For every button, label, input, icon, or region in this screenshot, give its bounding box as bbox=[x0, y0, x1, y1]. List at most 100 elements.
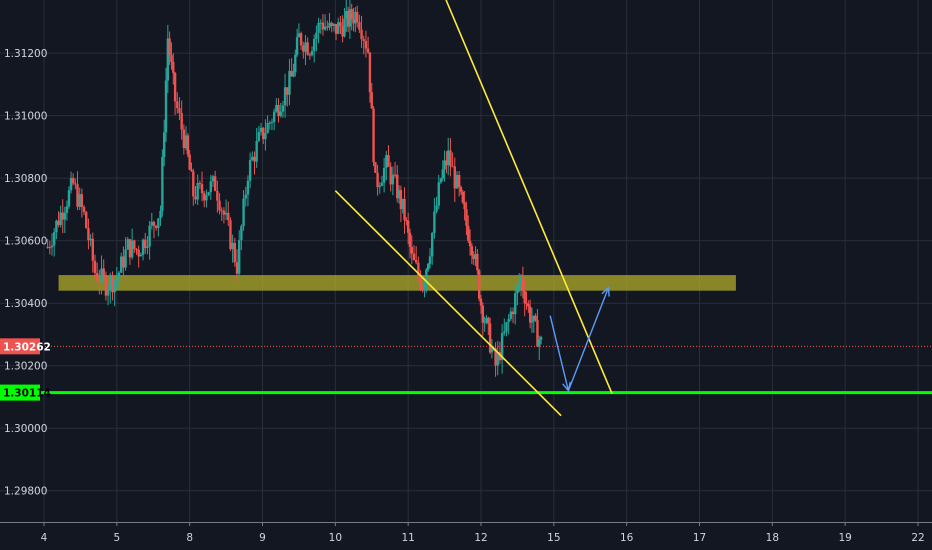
candle-body bbox=[233, 242, 237, 263]
candle-body bbox=[257, 132, 261, 141]
candle-body bbox=[453, 166, 456, 189]
candle-body bbox=[494, 348, 497, 366]
candle-body bbox=[224, 212, 228, 215]
candle-body bbox=[376, 172, 379, 188]
candle-body bbox=[343, 18, 346, 37]
candle-body bbox=[186, 135, 190, 155]
x-tick-label: 5 bbox=[113, 532, 120, 544]
y-axis[interactable]: 1.31200 1.31000 1.30800 1.30600 1.30400 1.302… bbox=[0, 48, 51, 498]
candle-body bbox=[382, 167, 386, 183]
candle-body bbox=[443, 160, 446, 170]
candle-body bbox=[157, 218, 160, 228]
candle-body bbox=[294, 54, 297, 73]
candle-body bbox=[148, 225, 151, 247]
candle-body bbox=[57, 220, 60, 226]
candle-body bbox=[449, 150, 452, 167]
horizontal-lines-layer bbox=[0, 345, 932, 395]
candle-body bbox=[519, 276, 523, 285]
candle-body bbox=[67, 190, 71, 207]
chart-grid bbox=[0, 0, 932, 522]
candle-body bbox=[399, 189, 403, 210]
candle-body bbox=[465, 209, 468, 226]
candle-body bbox=[302, 45, 305, 52]
candle-body bbox=[166, 38, 170, 81]
x-tick-label: 22 bbox=[911, 532, 924, 544]
candle-body bbox=[194, 196, 197, 200]
candle-body bbox=[490, 348, 494, 353]
candle-body bbox=[231, 242, 234, 250]
candle-body bbox=[65, 206, 69, 213]
x-axis[interactable]: 4 5 8 9 10 11 12 15 16 17 18 19 22 bbox=[0, 522, 932, 550]
x-tick-label: 12 bbox=[474, 532, 487, 544]
candle-body bbox=[368, 52, 372, 93]
candle-body bbox=[100, 268, 103, 283]
candle-body bbox=[423, 282, 426, 291]
candle-body bbox=[439, 178, 443, 183]
candle-body bbox=[496, 352, 499, 366]
candle-body bbox=[220, 210, 223, 212]
candle-body bbox=[170, 55, 173, 63]
candle-body bbox=[306, 42, 309, 55]
candle-body bbox=[500, 333, 504, 361]
candle-body bbox=[358, 22, 361, 30]
candle-body bbox=[162, 132, 166, 157]
candle-body bbox=[391, 174, 395, 185]
candle-body bbox=[299, 33, 303, 46]
candle-body bbox=[397, 189, 401, 199]
candle-body bbox=[528, 306, 532, 323]
candle-body bbox=[348, 9, 352, 27]
candle-body bbox=[109, 276, 112, 290]
candle-body bbox=[470, 246, 474, 256]
candle-body bbox=[203, 193, 206, 201]
candle-body bbox=[240, 226, 243, 241]
candle-body bbox=[385, 155, 388, 168]
candle-body bbox=[286, 87, 289, 95]
candle-body bbox=[255, 140, 258, 162]
candle-body bbox=[277, 105, 280, 117]
candle-body bbox=[421, 287, 424, 291]
candle-body bbox=[467, 225, 470, 241]
candle-body bbox=[85, 212, 88, 229]
candle-body bbox=[205, 195, 208, 201]
candle-body bbox=[141, 239, 145, 255]
candle-body bbox=[403, 198, 406, 221]
candle-body bbox=[87, 228, 90, 241]
candle-body bbox=[326, 26, 329, 28]
resistance-zone bbox=[58, 275, 736, 291]
y-tick-label: 1.30000 bbox=[4, 423, 47, 435]
candle-body bbox=[372, 108, 375, 163]
candle-body bbox=[80, 194, 84, 208]
candle-body bbox=[190, 169, 193, 172]
candle-body bbox=[102, 268, 105, 277]
candle-body bbox=[503, 331, 506, 334]
candle-body bbox=[527, 303, 530, 307]
candle-body bbox=[106, 289, 110, 296]
candle-body bbox=[152, 221, 156, 226]
candle-body bbox=[292, 72, 295, 77]
candle-body bbox=[154, 225, 158, 228]
candle-body bbox=[161, 156, 164, 211]
candle-body bbox=[46, 246, 49, 248]
candle-body bbox=[192, 171, 195, 197]
candle-body bbox=[279, 111, 282, 117]
resistance-zone-layer bbox=[58, 275, 736, 291]
candle-body bbox=[295, 37, 299, 55]
candle-body bbox=[69, 177, 73, 191]
candle-body bbox=[168, 38, 171, 56]
candle-body bbox=[445, 160, 448, 166]
candle-body bbox=[78, 194, 81, 207]
x-tick-label: 9 bbox=[259, 532, 266, 544]
candle-body bbox=[222, 210, 226, 215]
candle-body bbox=[332, 23, 336, 26]
candle-body bbox=[487, 317, 490, 324]
candle-body bbox=[48, 247, 52, 249]
candle-body bbox=[514, 293, 517, 315]
candle-body bbox=[184, 135, 188, 149]
x-tick-label: 15 bbox=[547, 532, 560, 544]
candle-body bbox=[71, 177, 75, 184]
y-tick-label: 1.29800 bbox=[4, 486, 47, 498]
arrow-head-up bbox=[601, 286, 610, 297]
x-tick-label: 16 bbox=[620, 532, 634, 544]
y-tick-label: 1.30800 bbox=[4, 173, 47, 185]
